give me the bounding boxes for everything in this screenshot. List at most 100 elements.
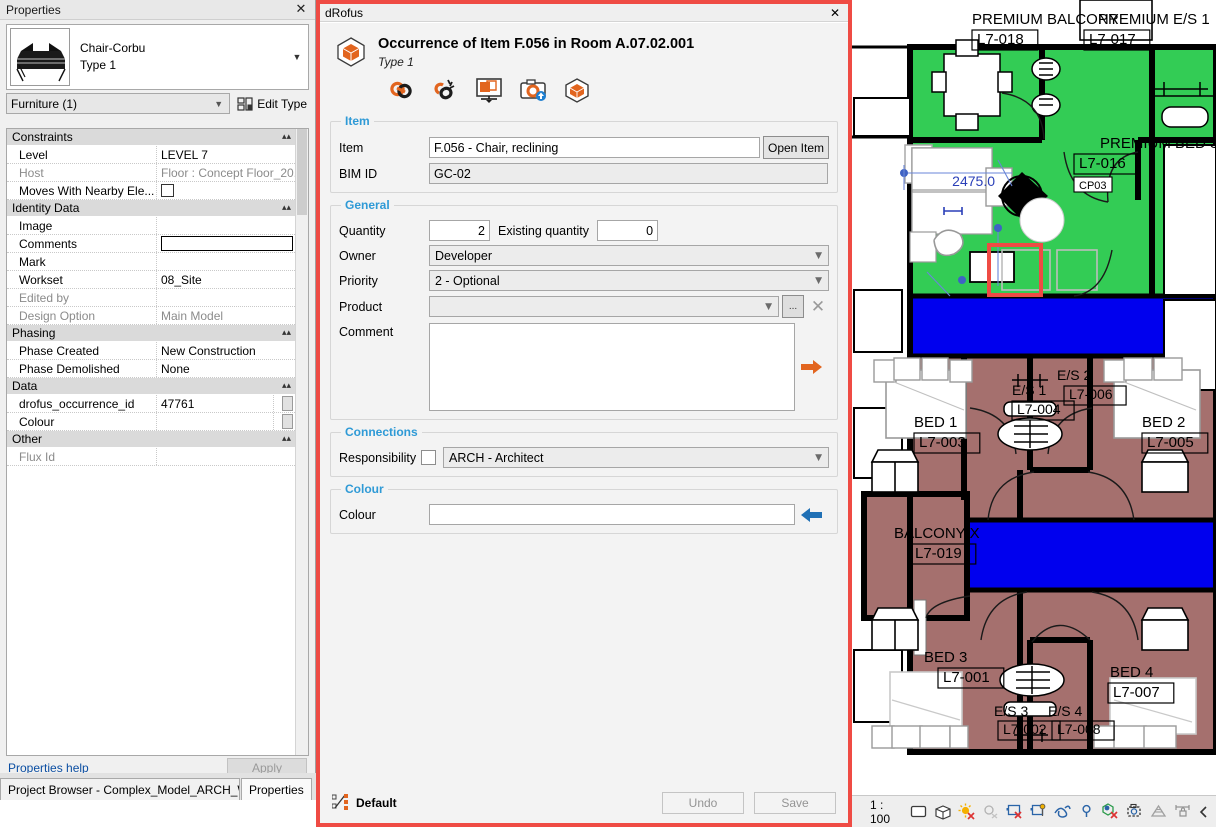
- property-value[interactable]: 08_Site: [161, 272, 202, 287]
- property-row[interactable]: Moves With Nearby Ele...: [7, 182, 295, 200]
- analytical-model-off-icon[interactable]: [1102, 803, 1119, 821]
- link-icon[interactable]: [386, 75, 416, 105]
- bim-id-input[interactable]: GC-02: [429, 163, 828, 185]
- properties-scrollbar[interactable]: [295, 129, 308, 755]
- capture-snapshot-icon[interactable]: [518, 75, 548, 105]
- property-value[interactable]: [157, 182, 295, 199]
- property-value[interactable]: [157, 448, 295, 465]
- property-value[interactable]: None: [161, 361, 190, 376]
- family-filter-combo[interactable]: Furniture (1) ▼: [6, 93, 231, 114]
- scrollbar-thumb[interactable]: [297, 129, 307, 215]
- property-value[interactable]: LEVEL 7: [161, 147, 208, 162]
- floor-plan-view[interactable]: 2475.0: [852, 0, 1216, 795]
- open-item-button[interactable]: Open Item: [763, 136, 829, 160]
- property-checkbox[interactable]: [161, 184, 174, 197]
- temporary-view-properties-icon[interactable]: [1126, 803, 1143, 821]
- property-value[interactable]: New Construction: [161, 343, 256, 358]
- arrow-left-icon[interactable]: [795, 507, 829, 523]
- property-row[interactable]: Mark: [7, 253, 295, 271]
- quantity-input[interactable]: 2: [429, 220, 490, 242]
- property-row[interactable]: Host Floor : Concept Floor_20...: [7, 164, 295, 182]
- property-row[interactable]: Level LEVEL 7: [7, 146, 295, 164]
- property-value[interactable]: Floor : Concept Floor_20...: [161, 165, 295, 180]
- room-code: L7-017: [1089, 31, 1136, 48]
- arrow-right-icon[interactable]: [795, 323, 829, 411]
- collapse-icon[interactable]: ▴▴: [281, 381, 291, 391]
- property-value[interactable]: Main Model: [161, 308, 224, 323]
- save-button[interactable]: Save: [754, 792, 836, 814]
- property-value[interactable]: [157, 253, 295, 270]
- comment-textarea[interactable]: [429, 323, 795, 412]
- expand-chevron-icon[interactable]: [1198, 803, 1210, 821]
- property-value[interactable]: [157, 413, 273, 430]
- render-display-off-icon[interactable]: [1006, 803, 1023, 821]
- edit-type-button[interactable]: Edit Type: [235, 93, 309, 114]
- responsibility-row: Responsibility ARCH - Architect ▼: [339, 447, 829, 469]
- constraints-icon[interactable]: [1174, 803, 1191, 821]
- default-config-button[interactable]: Default: [331, 793, 652, 813]
- property-row[interactable]: Image: [7, 217, 295, 235]
- ensuite-fixtures-premium: [1031, 57, 1216, 128]
- responsibility-select[interactable]: ARCH - Architect ▼: [443, 447, 829, 469]
- unlink-icon[interactable]: [430, 75, 460, 105]
- close-icon[interactable]: ✕: [829, 5, 841, 20]
- 3d-view-icon[interactable]: [934, 803, 951, 821]
- crop-region-icon[interactable]: [910, 803, 927, 821]
- owner-select[interactable]: Developer ▼: [429, 245, 829, 267]
- temporary-hide-isolate-icon[interactable]: [1054, 803, 1071, 821]
- property-group-header[interactable]: Data ▴▴: [7, 378, 295, 395]
- drofus-toolbar: [328, 69, 840, 109]
- item-3d-icon[interactable]: [562, 75, 592, 105]
- collapse-icon[interactable]: ▴▴: [281, 328, 291, 338]
- shadows-off-icon[interactable]: [982, 803, 999, 821]
- properties-help-link[interactable]: Properties help: [8, 761, 89, 775]
- room-code-box: [1011, 400, 1075, 421]
- property-row-end: [273, 413, 295, 430]
- product-browse-button[interactable]: ...: [782, 295, 804, 319]
- tab-properties[interactable]: Properties: [241, 778, 312, 800]
- property-group-header[interactable]: Identity Data ▴▴: [7, 200, 295, 217]
- property-row[interactable]: Comments: [7, 235, 295, 253]
- sun-path-off-icon[interactable]: [958, 803, 975, 821]
- type-selector[interactable]: Chair-Corbu Type 1 ▼: [6, 24, 309, 90]
- property-row[interactable]: Phase Created New Construction: [7, 342, 295, 360]
- property-group-header[interactable]: Other ▴▴: [7, 431, 295, 448]
- property-browse-button[interactable]: [282, 414, 293, 429]
- clear-x-icon[interactable]: ✕: [810, 296, 826, 317]
- item-input[interactable]: F.056 - Chair, reclining: [429, 137, 760, 159]
- property-row[interactable]: Flux Id: [7, 448, 295, 466]
- visual-style-icon[interactable]: [1030, 803, 1047, 821]
- collapse-icon[interactable]: ▴▴: [281, 132, 291, 142]
- property-value[interactable]: [157, 235, 295, 252]
- place-in-model-icon[interactable]: [474, 75, 504, 105]
- property-row[interactable]: Design Option Main Model: [7, 307, 295, 325]
- property-row[interactable]: Edited by: [7, 289, 295, 307]
- worksharing-display-icon[interactable]: [1150, 803, 1167, 821]
- property-browse-button[interactable]: [282, 396, 293, 411]
- property-value[interactable]: [157, 217, 295, 234]
- property-row[interactable]: Workset 08_Site: [7, 271, 295, 289]
- property-key: Image: [7, 217, 157, 234]
- property-row[interactable]: drofus_occurrence_id 47761: [7, 395, 295, 413]
- property-group-header[interactable]: Constraints ▴▴: [7, 129, 295, 146]
- collapse-icon[interactable]: ▴▴: [281, 203, 291, 213]
- property-row[interactable]: Phase Demolished None: [7, 360, 295, 378]
- view-scale[interactable]: 1 : 100: [870, 797, 891, 826]
- existing-quantity-input[interactable]: 0: [597, 220, 659, 242]
- property-group-header[interactable]: Phasing ▴▴: [7, 325, 295, 342]
- chevron-down-icon[interactable]: ▼: [292, 52, 302, 62]
- close-icon[interactable]: ✕: [295, 2, 307, 17]
- reveal-hidden-icon[interactable]: [1078, 803, 1095, 821]
- responsibility-checkbox[interactable]: [421, 450, 436, 466]
- undo-button[interactable]: Undo: [662, 792, 744, 814]
- priority-select[interactable]: 2 - Optional ▼: [429, 270, 829, 292]
- tab-project-browser[interactable]: Project Browser - Complex_Model_ARCH_Wi.…: [0, 778, 240, 800]
- room-name: BED 2: [1142, 414, 1185, 431]
- colour-input[interactable]: [429, 504, 795, 526]
- product-select[interactable]: ▼: [429, 296, 779, 318]
- property-text-input[interactable]: [161, 236, 293, 251]
- property-row[interactable]: Colour: [7, 413, 295, 431]
- collapse-icon[interactable]: ▴▴: [281, 434, 291, 444]
- property-value[interactable]: 47761: [161, 396, 195, 411]
- property-value[interactable]: [157, 289, 295, 306]
